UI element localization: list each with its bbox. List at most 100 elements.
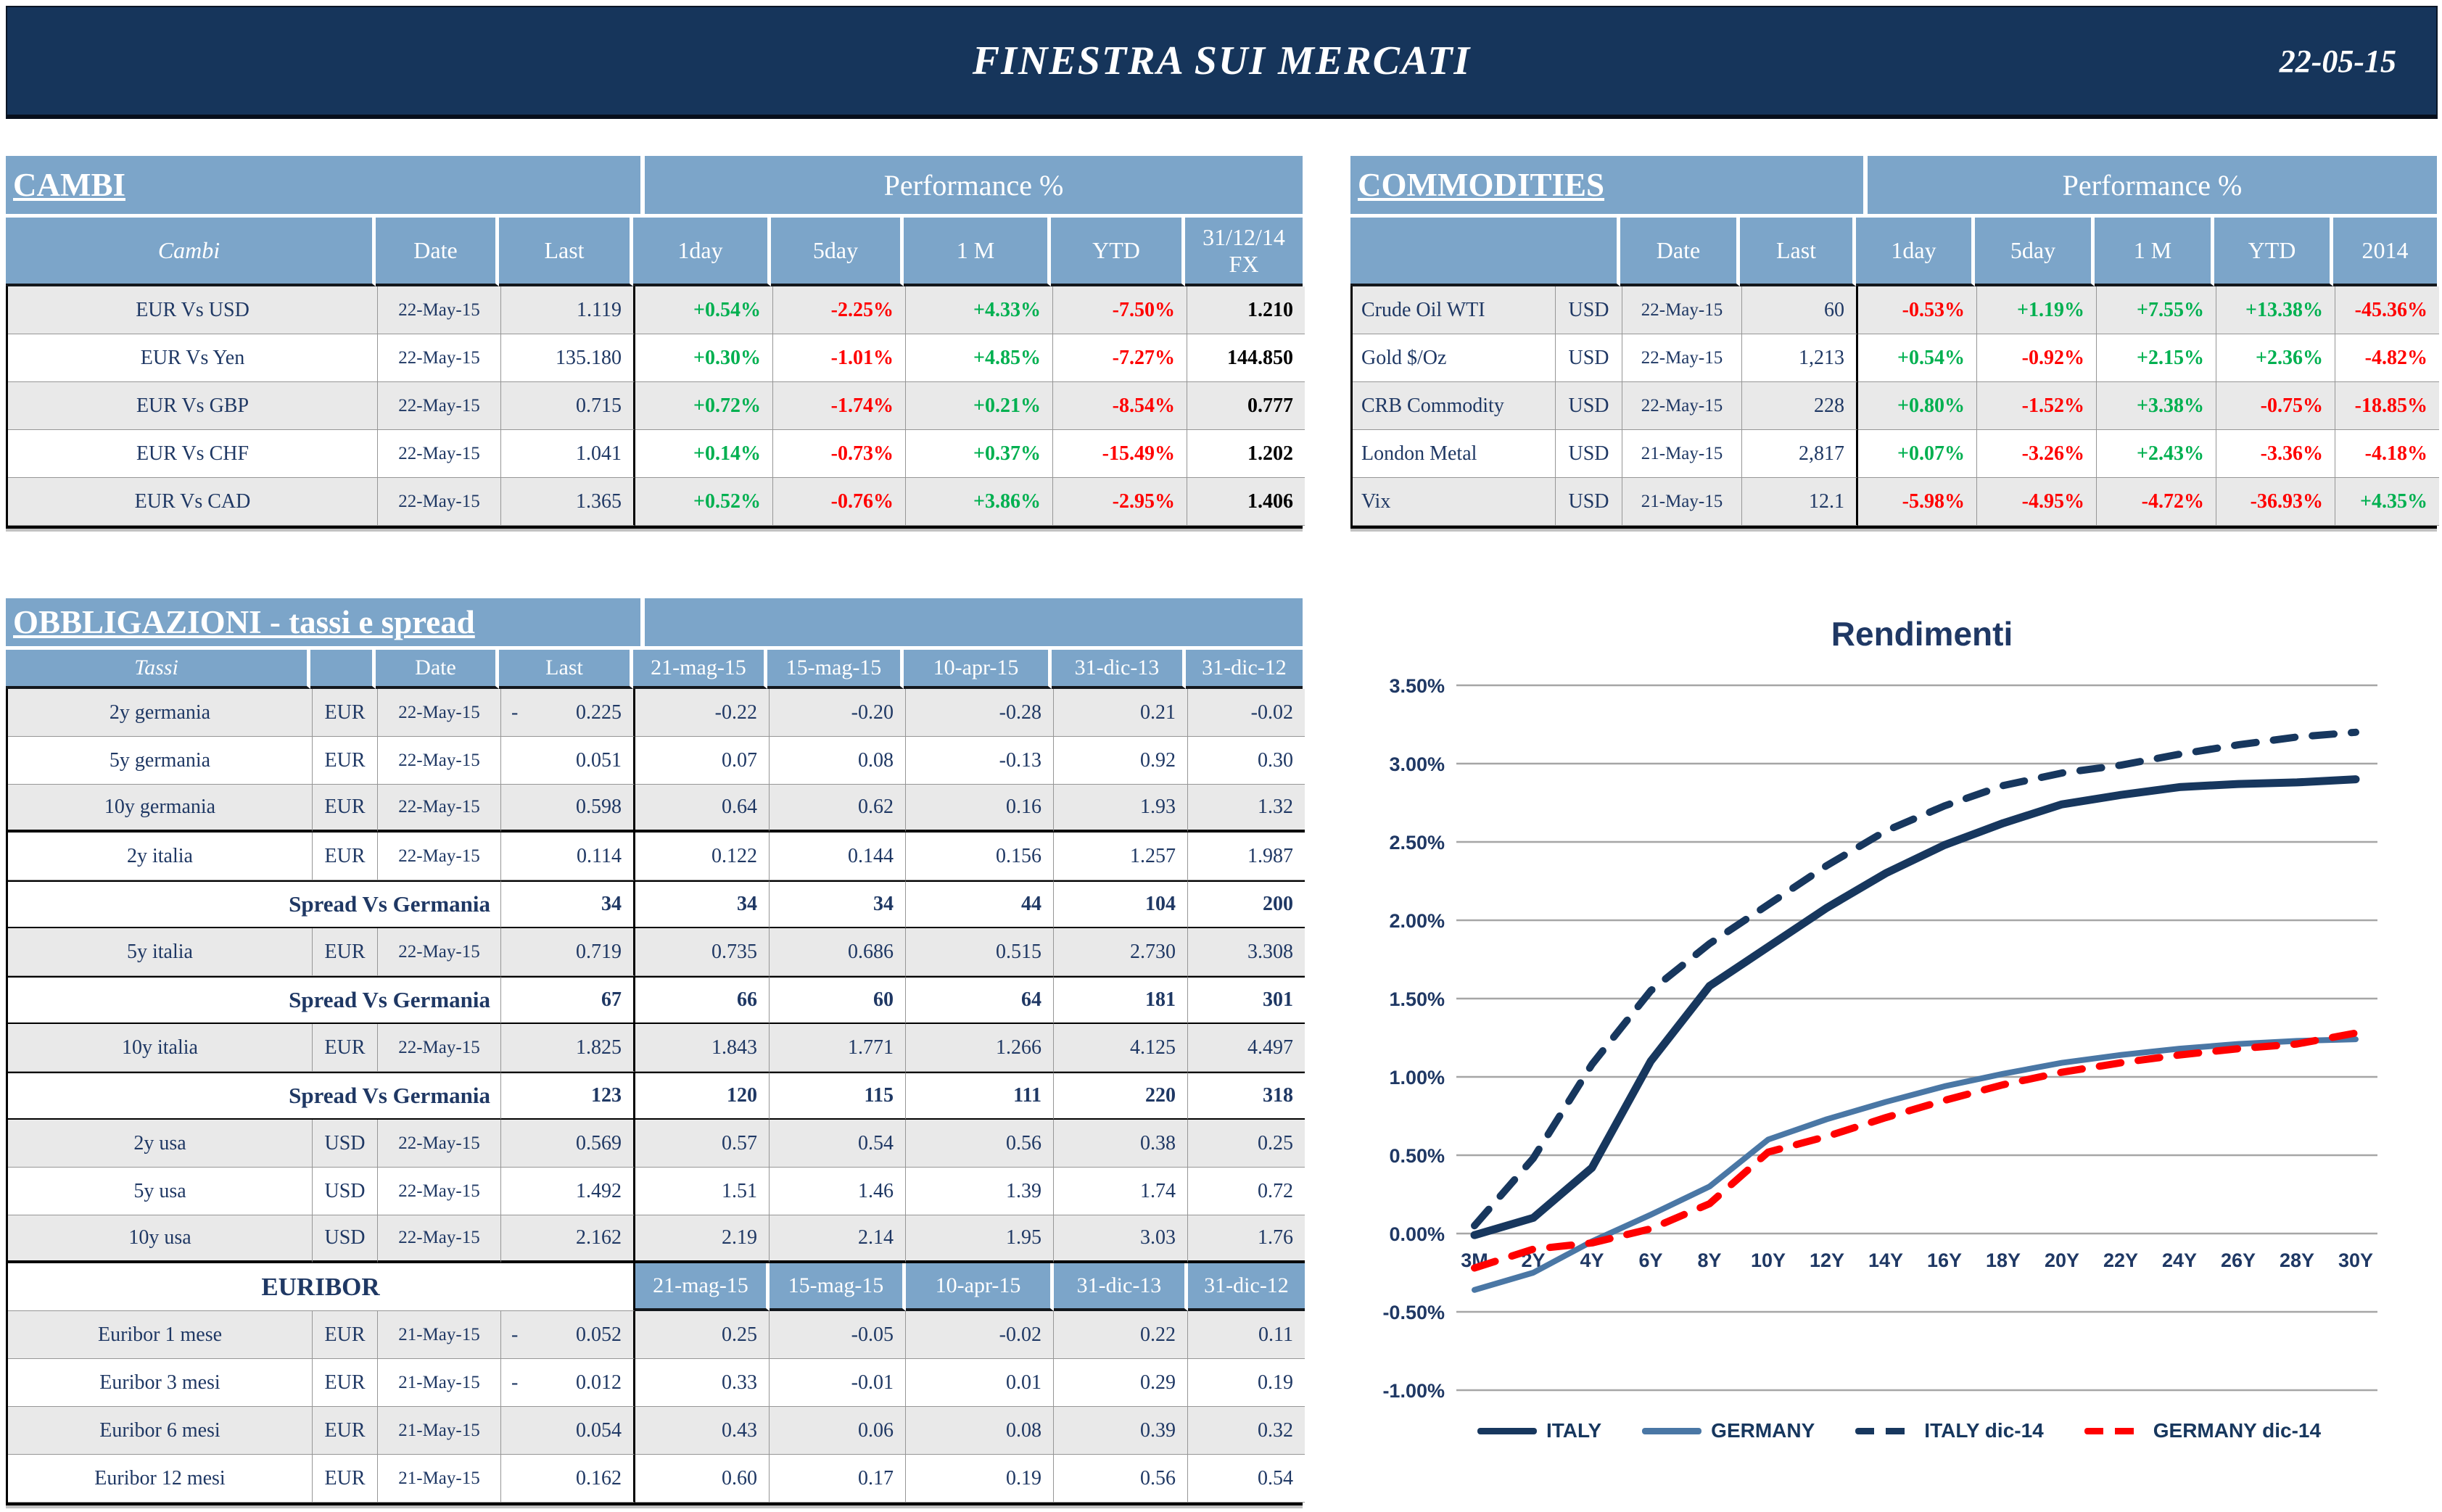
cell-currency: USD (313, 1168, 378, 1215)
cell-last: -0.012 (501, 1359, 635, 1407)
cell-performance: -0.75% (2216, 382, 2335, 430)
cell-performance: +0.30% (635, 334, 773, 382)
cell-last: 0.598 (501, 785, 635, 833)
cell-instrument: 2y germania (8, 689, 313, 737)
commodities-performance-title: Performance % (2062, 168, 2243, 202)
y-axis-tick-label: 3.50% (1389, 675, 1445, 697)
cell-fx-31-12-14: 1.202 (1187, 430, 1305, 478)
cell-value: 318 (1188, 1072, 1305, 1120)
cell-value: 0.144 (770, 833, 906, 880)
cell-value: 0.25 (1188, 1120, 1305, 1168)
table-row: Crude Oil WTI USD 22-May-15 60 -0.53% +1.19% +… (1353, 286, 2439, 334)
cell-last: 1.825 (501, 1024, 635, 1072)
cell-performance: -36.93% (2216, 478, 2335, 526)
commodities-column-headers: Date Last 1day 5day 1 M YTD 2014 (1350, 218, 2437, 286)
cell-value: 220 (1054, 1072, 1188, 1120)
table-row: 10y italia EUR 22-May-15 1.825 1.843 1.771 1.2… (8, 1024, 1305, 1072)
cell-instrument: Euribor 12 mesi (8, 1455, 313, 1503)
column-header: Tassi (6, 650, 310, 689)
series-line-italy (1470, 775, 2360, 1239)
cell-date: 22-May-15 (378, 737, 501, 785)
cell-date: 22-May-15 (378, 785, 501, 833)
spread-row: Spread Vs Germania 123 120 115 111 220 318 (8, 1072, 1305, 1120)
cell-currency: EUR (313, 1455, 378, 1503)
cell-value: 0.30 (1188, 737, 1305, 785)
column-header: 31/12/14 FX (1185, 218, 1303, 286)
cell-currency: USD (1556, 478, 1622, 526)
cell-instrument: EUR Vs CAD (8, 478, 378, 526)
cell-instrument: EUR Vs CHF (8, 430, 378, 478)
cambi-table: CAMBI Performance % Cambi Date Last 1day 5da… (6, 156, 1305, 529)
column-header: 2014 (2333, 218, 2437, 286)
cell-last: 0.054 (501, 1407, 635, 1455)
cambi-section-title: CAMBI (13, 167, 125, 203)
cell-performance: +0.72% (635, 382, 773, 430)
cell-performance: +1.19% (1977, 286, 2097, 334)
cell-currency: EUR (313, 928, 378, 976)
cell-value: 1.76 (1188, 1215, 1305, 1263)
cell-value: 0.122 (635, 833, 770, 880)
cell-value: 34 (635, 880, 770, 928)
cell-value: -0.22 (635, 689, 770, 737)
legend-item-germany-dic-14: GERMANY dic-14 (2084, 1419, 2321, 1442)
cell-date: 22-May-15 (378, 430, 501, 478)
cell-date: 21-May-15 (378, 1455, 501, 1503)
cell-performance: -1.52% (1977, 382, 2097, 430)
x-axis-tick-label: 10Y (1751, 1249, 1786, 1271)
column-header: 1day (633, 218, 771, 286)
column-header: 5day (1975, 218, 2095, 286)
series-line-italy-dic-14 (1471, 728, 2359, 1230)
cell-value: -0.02 (906, 1311, 1054, 1359)
cell-performance: +4.35% (2335, 478, 2439, 526)
cell-date: 21-May-15 (378, 1407, 501, 1455)
cell-value: 1.266 (906, 1024, 1054, 1072)
cambi-column-headers: Cambi Date Last 1day 5day 1 M YTD 31/12/14 FX (6, 218, 1303, 286)
cell-value: 0.08 (906, 1407, 1054, 1455)
cell-value: 0.38 (1054, 1120, 1188, 1168)
cell-last: 0.719 (501, 928, 635, 976)
cell-performance: +2.15% (2097, 334, 2216, 382)
x-axis-tick-label: 28Y (2280, 1249, 2314, 1271)
table-row: EUR Vs USD 22-May-15 1.119 +0.54% -2.25% +4.3… (8, 286, 1305, 334)
cell-last: 1,213 (1742, 334, 1858, 382)
cell-instrument: 2y usa (8, 1120, 313, 1168)
cell-performance: -0.92% (1977, 334, 2097, 382)
cell-value: 1.93 (1054, 785, 1188, 833)
cell-performance: +0.54% (1858, 334, 1977, 382)
table-row: 10y usa USD 22-May-15 2.162 2.19 2.14 1.95 3.03… (8, 1215, 1305, 1263)
cell-instrument: Gold $/Oz (1353, 334, 1556, 382)
cell-value: 1.74 (1054, 1168, 1188, 1215)
table-row: Euribor 3 mesi EUR 21-May-15-0.012 0.33 -0.0… (8, 1359, 1305, 1407)
cell-performance: -8.54% (1053, 382, 1187, 430)
cell-date: 22-May-15 (378, 1168, 501, 1215)
column-header (310, 650, 376, 689)
cell-performance: +13.38% (2216, 286, 2335, 334)
cell-fx-31-12-14: 1.210 (1187, 286, 1305, 334)
cell-last: 1.041 (501, 430, 635, 478)
cell-performance: +3.86% (906, 478, 1053, 526)
cell-last: 0.569 (501, 1120, 635, 1168)
cell-value: -0.13 (906, 737, 1054, 785)
cell-value: 111 (906, 1072, 1054, 1120)
cell-date: 21-May-15 (1622, 478, 1742, 526)
cell-date: 22-May-15 (378, 1120, 501, 1168)
cell-value: 0.21 (1054, 689, 1188, 737)
cell-fx-31-12-14: 144.850 (1187, 334, 1305, 382)
bonds-column-headers: Tassi Date Last 21-mag-15 15-mag-15 10-apr-15… (6, 650, 1303, 689)
table-row: Euribor 6 mesi EUR 21-May-15 0.054 0.43 0.06 0… (8, 1407, 1305, 1455)
column-header: 5day (771, 218, 904, 286)
cell-date: 22-May-15 (378, 1024, 501, 1072)
cell-performance: -4.95% (1977, 478, 2097, 526)
yield-curve-plot: 3.50% 3.00% 2.50% 2.00% 1.50% 1.00% 0.50% 0.00%… (1382, 675, 2377, 1402)
cell-value: -0.20 (770, 689, 906, 737)
cell-value: 1.46 (770, 1168, 906, 1215)
column-header: 1 M (2095, 218, 2214, 286)
cambi-title-row: CAMBI Performance % (6, 156, 1303, 214)
column-header: YTD (2214, 218, 2333, 286)
x-axis-tick-label: 6Y (1638, 1249, 1662, 1271)
cell-performance: +4.85% (906, 334, 1053, 382)
cell-value: 1.39 (906, 1168, 1054, 1215)
cell-last: 0.715 (501, 382, 635, 430)
y-axis-tick-label: -1.00% (1382, 1380, 1445, 1402)
cell-instrument: Euribor 3 mesi (8, 1359, 313, 1407)
